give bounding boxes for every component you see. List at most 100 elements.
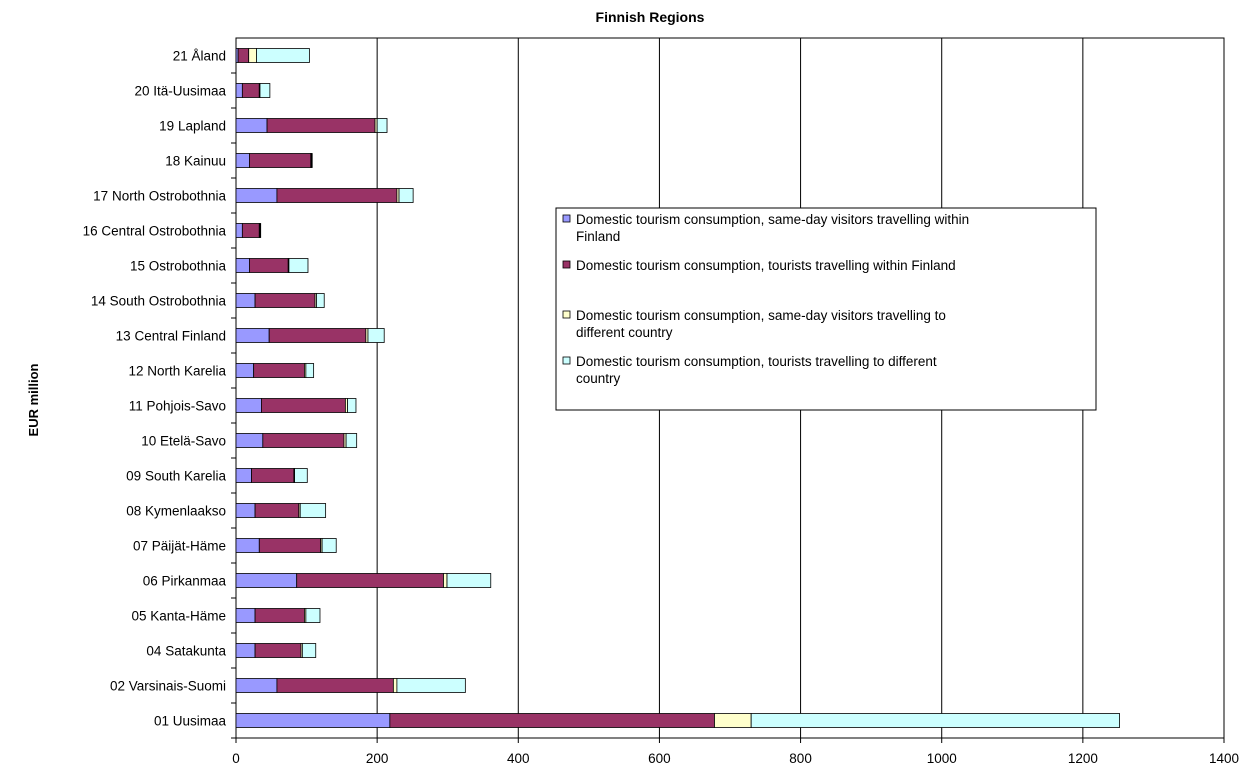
bar-segment-s2 [254, 608, 305, 623]
bar-segment-s4 [446, 573, 492, 588]
bar-segment-s4 [367, 328, 385, 343]
bars [235, 48, 1120, 728]
legend-swatch [562, 356, 571, 365]
bar-segment-s2 [241, 223, 260, 238]
bar-segment-s2 [261, 398, 346, 413]
bar-segment-s4 [345, 433, 358, 448]
bar-segment-s3 [392, 678, 398, 693]
bar-segment-s1 [235, 188, 278, 203]
bar-segment-s2 [253, 363, 305, 378]
bar-segment-s4 [305, 608, 321, 623]
bar-segment-s1 [235, 328, 270, 343]
bar-segment-s1 [235, 713, 391, 728]
bar-segment-s3 [248, 48, 257, 63]
category-label: 08 Kymenlaakso [126, 504, 226, 519]
bar-segment-s1 [235, 118, 268, 133]
bar-segment-s2 [254, 293, 316, 308]
bar-segment-s1 [235, 398, 262, 413]
category-label: 02 Varsinais-Suomi [110, 679, 226, 694]
category-label: 07 Päijät-Häme [133, 539, 226, 554]
bar-segment-s1 [235, 83, 243, 98]
category-axis: 01 Uusimaa 02 Varsinais-Suomi 04 Satakunta… [83, 49, 236, 739]
bar-segment-s1 [235, 503, 256, 518]
bar-segment-s2 [237, 48, 250, 63]
bar-segment-s1 [235, 573, 298, 588]
bar-segment-s2 [254, 643, 302, 658]
bar-segment-s2 [254, 503, 300, 518]
bar-segment-s1 [235, 643, 256, 658]
category-label: 16 Central Ostrobothnia [83, 224, 227, 239]
legend-box [555, 207, 1097, 411]
bar-segment-s4 [321, 538, 337, 553]
bar-segment-s4 [347, 398, 357, 413]
bar-segment-s1 [235, 538, 260, 553]
x-tick-label: 0 [232, 751, 240, 766]
bar-segment-s4 [259, 83, 271, 98]
bar-segment-s1 [235, 223, 243, 238]
bar-segment-s2 [262, 433, 345, 448]
bar-segment-s1 [235, 153, 250, 168]
legend-swatch [562, 260, 571, 269]
x-tick-label: 600 [648, 751, 671, 766]
bar-segment-s4 [294, 468, 308, 483]
legend-label: Domestic tourism consumption, same-day v… [576, 212, 969, 244]
bar-segment-s2 [258, 538, 322, 553]
x-tick-label: 1000 [927, 751, 957, 766]
bar-segment-s4 [376, 118, 388, 133]
bar-segment-s1 [235, 433, 264, 448]
category-label: 06 Pirkanmaa [143, 574, 227, 589]
legend-label: Domestic tourism consumption, tourists t… [576, 258, 956, 273]
bar-segment-s4 [316, 293, 325, 308]
bar-segment-s4 [398, 188, 414, 203]
bar-segment-s4 [256, 48, 310, 63]
bar-segment-s2 [241, 83, 260, 98]
category-label: 21 Åland [173, 49, 226, 64]
bar-segment-s2 [251, 468, 295, 483]
x-tick-label: 400 [507, 751, 530, 766]
category-label: 11 Pohjois-Savo [129, 399, 226, 414]
bar-segment-s4 [750, 713, 1120, 728]
legend-label: Domestic tourism consumption, tourists t… [576, 354, 937, 386]
category-label: 18 Kainuu [165, 154, 226, 169]
category-label: 19 Lapland [159, 119, 226, 134]
category-label: 15 Ostrobothnia [130, 259, 227, 274]
bar-segment-s2 [249, 153, 312, 168]
chart-title: Finnish Regions [596, 9, 705, 25]
bar-segment-s2 [266, 118, 376, 133]
category-label: 04 Satakunta [146, 644, 226, 659]
bar-segment-s1 [235, 293, 256, 308]
bar-segment-s2 [268, 328, 367, 343]
category-label: 20 Itä-Uusimaa [134, 84, 226, 99]
bar-segment-s1 [235, 608, 256, 623]
legend: Domestic tourism consumption, same-day v… [555, 207, 1097, 411]
y-axis-label: EUR million [26, 363, 41, 436]
legend-swatch [562, 310, 571, 319]
bar-segment-s4 [288, 258, 309, 273]
category-label: 14 South Ostrobothnia [91, 294, 227, 309]
category-label: 01 Uusimaa [154, 714, 227, 729]
bar-segment-s4 [396, 678, 466, 693]
category-label: 17 North Ostrobothnia [93, 189, 226, 204]
bar-segment-s4 [305, 363, 315, 378]
x-tick-label: 800 [789, 751, 812, 766]
x-tick-label: 1400 [1209, 751, 1239, 766]
category-label: 12 North Karelia [128, 364, 226, 379]
bar-segment-s1 [235, 678, 278, 693]
bar-segment-s4 [301, 643, 317, 658]
bar-segment-s2 [276, 678, 394, 693]
bar-segment-s2 [249, 258, 289, 273]
category-label: 05 Kanta-Häme [131, 609, 226, 624]
x-axis: 0 200 400 600 800 1000 1200 1400 [232, 738, 1239, 766]
bar-segment-s2 [389, 713, 715, 728]
bar-segment-s2 [296, 573, 444, 588]
bar-segment-s1 [235, 363, 255, 378]
bar-segment-s2 [276, 188, 398, 203]
legend-swatch [562, 214, 571, 223]
bar-segment-s4 [311, 153, 313, 168]
bar-segment-s3 [714, 713, 752, 728]
bar-segment-s1 [235, 258, 250, 273]
bar-segment-s1 [235, 468, 252, 483]
bar-segment-s4 [299, 503, 327, 518]
category-label: 13 Central Finland [116, 329, 226, 344]
